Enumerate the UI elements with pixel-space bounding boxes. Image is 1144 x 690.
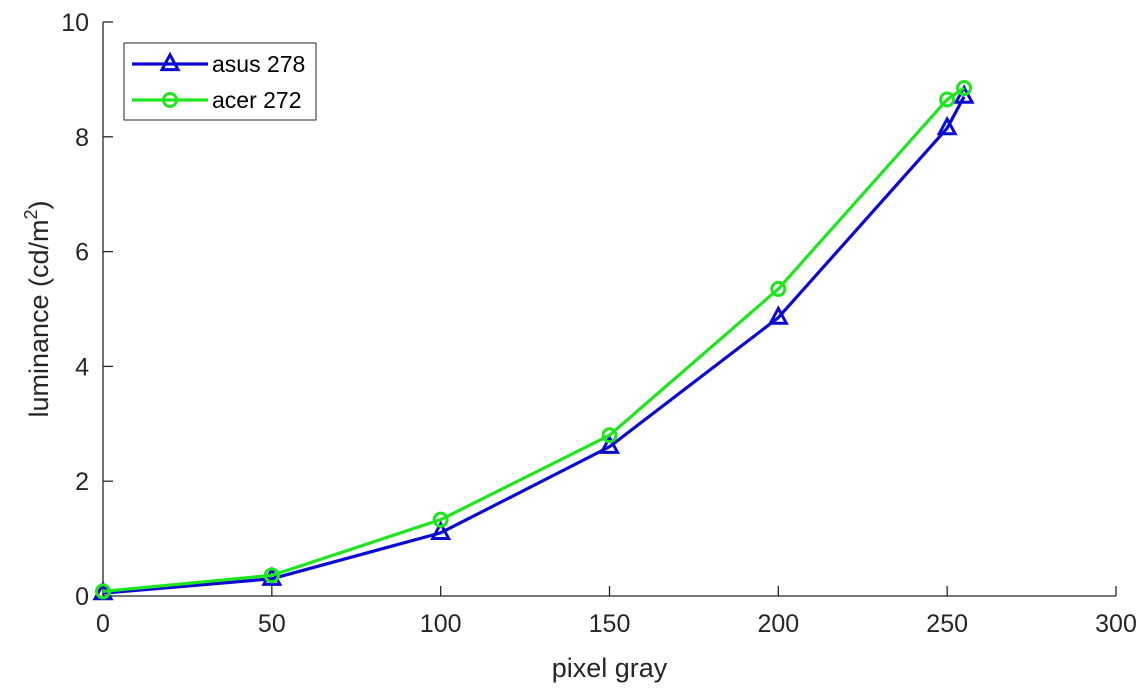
y-tick-label: 2 xyxy=(75,468,89,496)
legend-label-asus-278: asus 278 xyxy=(212,51,305,77)
x-axis-title: pixel gray xyxy=(552,653,668,683)
ticks: 0 50 100 150 200 250 300 0 2 4 6 8 10 xyxy=(61,9,1137,638)
series-acer-272 xyxy=(95,80,973,600)
legend-entry-asus-278: asus 278 xyxy=(132,51,305,77)
series-acer-272-marker xyxy=(95,583,111,600)
series-acer-272-marker xyxy=(263,567,280,584)
y-axis-title-superscript: 2 xyxy=(21,209,41,219)
series-acer-272-marker xyxy=(939,91,956,108)
legend-acer-272-marker xyxy=(162,92,178,108)
legend-box xyxy=(123,42,317,121)
y-axis-title-text: luminance (cd/m xyxy=(24,219,54,417)
series-asus-278-marker xyxy=(598,434,621,454)
legend: asus 278 acer 272 xyxy=(123,42,317,121)
series-line-acer-272 xyxy=(102,86,965,594)
x-tick-label: 0 xyxy=(96,610,110,638)
y-axis-title: luminance (cd/m2) xyxy=(21,200,54,417)
legend-label-acer-272: acer 272 xyxy=(212,87,302,113)
series xyxy=(92,80,975,601)
legend-entry-acer-272: acer 272 xyxy=(132,87,302,113)
series-acer-272-marker xyxy=(956,80,973,97)
x-tick-label: 150 xyxy=(589,610,631,638)
y-tick-label: 4 xyxy=(75,353,89,381)
series-asus-278-marker xyxy=(936,115,958,136)
y-tick-label: 8 xyxy=(75,124,89,152)
x-tick-label: 200 xyxy=(757,610,799,638)
legend-asus-278-marker xyxy=(159,51,181,72)
series-line-asus-278 xyxy=(102,95,966,595)
x-tick-label: 300 xyxy=(1095,610,1137,638)
series-acer-272-marker xyxy=(432,511,449,528)
y-tick-label: 0 xyxy=(75,583,89,611)
x-tick-label: 100 xyxy=(420,610,462,638)
x-tick-label: 250 xyxy=(926,610,968,638)
x-axis-title-text: pixel gray xyxy=(552,653,668,683)
series-asus-278-marker xyxy=(430,520,452,540)
series-acer-272-marker xyxy=(770,280,787,297)
series-asus-278 xyxy=(92,84,975,601)
y-tick-label: 6 xyxy=(75,239,89,267)
x-tick-label: 50 xyxy=(258,610,286,638)
y-tick-label: 10 xyxy=(61,9,89,37)
y-axis-title-suffix: ) xyxy=(24,200,54,209)
series-asus-278-marker xyxy=(767,305,789,325)
series-acer-272-marker xyxy=(601,427,618,444)
